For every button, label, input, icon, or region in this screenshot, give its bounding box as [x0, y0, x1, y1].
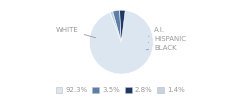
Text: HISPANIC: HISPANIC — [149, 36, 186, 42]
Wedge shape — [120, 10, 125, 42]
Text: BLACK: BLACK — [146, 45, 177, 51]
Text: WHITE: WHITE — [56, 27, 96, 38]
Wedge shape — [110, 11, 121, 42]
Legend: 92.3%, 3.5%, 2.8%, 1.4%: 92.3%, 3.5%, 2.8%, 1.4% — [53, 84, 187, 96]
Wedge shape — [113, 10, 121, 42]
Wedge shape — [90, 10, 153, 74]
Text: A.I.: A.I. — [149, 27, 165, 36]
